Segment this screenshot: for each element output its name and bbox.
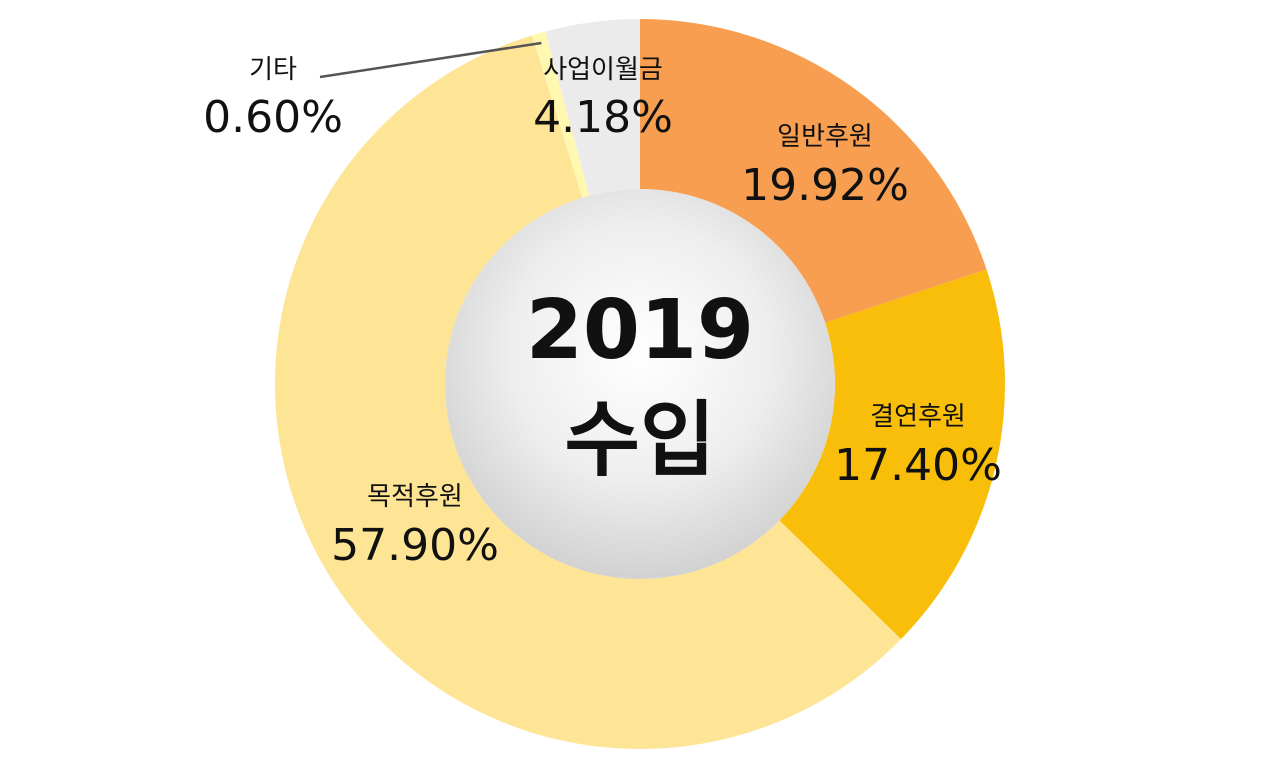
slice-value-목적후원: 57.90% xyxy=(331,520,499,571)
slice-value-사업이월금: 4.18% xyxy=(533,92,673,143)
slice-label-기타: 기타 xyxy=(249,55,297,85)
leader-line-기타 xyxy=(319,41,542,79)
center-year-label: 2019 xyxy=(526,283,754,378)
slice-목적후원 xyxy=(275,35,901,749)
slice-label-사업이월금: 사업이월금 xyxy=(543,55,663,85)
center-disc xyxy=(445,189,835,579)
slice-label-목적후원: 목적후원 xyxy=(367,482,463,512)
slice-결연후원 xyxy=(779,269,1005,640)
slices-layer xyxy=(275,19,1005,749)
labels-layer: 일반후원 19.92% 결연후원 17.40% 목적후원 57.90% 기타 0.60% 사업이… xyxy=(203,41,1002,571)
slice-기타 xyxy=(532,31,590,198)
center-title-label: 수입 xyxy=(565,393,716,488)
slice-사업이월금 xyxy=(545,19,640,196)
slice-label-결연후원: 결연후원 xyxy=(870,402,966,432)
slice-label-일반후원: 일반후원 xyxy=(777,122,873,152)
slice-일반후원 xyxy=(640,19,987,323)
slice-value-결연후원: 17.40% xyxy=(834,440,1002,491)
slice-value-일반후원: 19.92% xyxy=(741,160,909,211)
slice-value-기타: 0.60% xyxy=(203,92,343,143)
